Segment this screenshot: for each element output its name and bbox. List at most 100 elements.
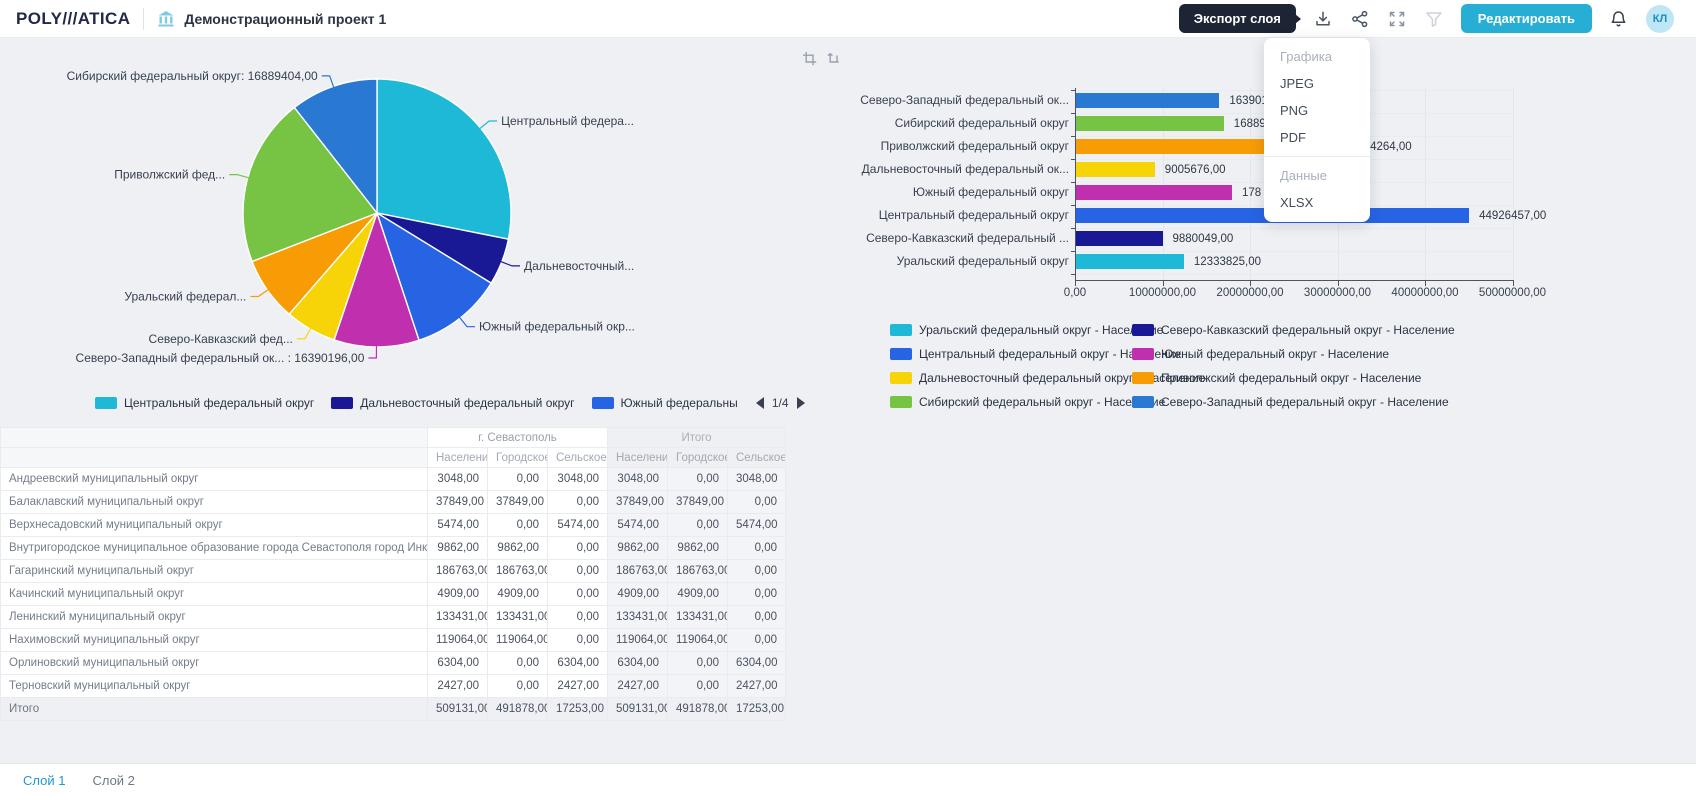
menu-divider bbox=[1264, 156, 1370, 157]
edit-button[interactable]: Редактировать bbox=[1460, 4, 1592, 33]
crop-zoom-icon[interactable] bbox=[802, 51, 817, 71]
tab-layer-2[interactable]: Слой 2 bbox=[92, 772, 135, 788]
cell-value: 509131,00 bbox=[607, 697, 668, 721]
bar[interactable] bbox=[1076, 162, 1155, 177]
legend-page-indicator: 1/4 bbox=[771, 396, 789, 410]
tab-layer-1[interactable]: Слой 1 bbox=[23, 772, 66, 788]
table-row[interactable]: Верхнесадовский муниципальный округ 5474,… bbox=[0, 513, 787, 537]
pie-legend-pager: 1/4 bbox=[755, 396, 805, 410]
cell-value: 491878,00 bbox=[487, 697, 548, 721]
table-row[interactable]: Ленинский муниципальный округ 133431,00 13… bbox=[0, 605, 787, 629]
table-row[interactable]: Качинский муниципальный округ 4909,00 4909… bbox=[0, 582, 787, 606]
bar-legend-item[interactable]: Приволжский федеральный округ - Населени… bbox=[1132, 371, 1455, 385]
table-row[interactable]: Терновский муниципальный округ 2427,00 0,0… bbox=[0, 674, 787, 698]
layer-tabs: Слой 1 Слой 2 bbox=[0, 763, 1696, 796]
cell-value: 6304,00 bbox=[726, 651, 787, 675]
row-name: Андреевский муниципальный округ bbox=[0, 467, 428, 491]
bar-category-label: Дальневосточный федеральный ок... bbox=[861, 162, 1069, 176]
menu-item-jpeg[interactable]: JPEG bbox=[1280, 76, 1314, 91]
table-row[interactable]: Нахимовский муниципальный округ 119064,00… bbox=[0, 628, 787, 652]
bar-category-label: Северо-Западный федеральный ок... bbox=[860, 93, 1069, 107]
bar[interactable] bbox=[1076, 93, 1220, 108]
share-icon[interactable] bbox=[1350, 9, 1370, 29]
bar-category-label: Приволжский федеральный округ bbox=[880, 139, 1069, 153]
bar-legend-item[interactable]: Центральный федеральный округ - Населени… bbox=[890, 347, 1181, 361]
cell-value: 2427,00 bbox=[547, 674, 608, 698]
y-axis-tick bbox=[1071, 90, 1075, 91]
y-axis-tick bbox=[1071, 182, 1075, 183]
cell-value: 2427,00 bbox=[607, 674, 668, 698]
legend-prev-icon[interactable] bbox=[755, 397, 764, 409]
x-axis-tick bbox=[1512, 281, 1514, 286]
group-header-total: Итого bbox=[606, 427, 787, 448]
column-header: Городское bbox=[667, 447, 728, 468]
topbar-actions: Экспорт слоя Редактировать КЛ bbox=[1178, 4, 1674, 33]
table-row[interactable]: Орлиновский муниципальный округ 6304,00 0,… bbox=[0, 651, 787, 675]
legend-next-icon[interactable] bbox=[796, 397, 805, 409]
bar-legend-item[interactable]: Южный федеральный округ - Население bbox=[1132, 347, 1455, 361]
table-row[interactable]: Андреевский муниципальный округ 3048,00 0,… bbox=[0, 467, 787, 491]
cell-value: 0,00 bbox=[547, 536, 608, 560]
pie-legend-item[interactable]: Южный федеральны bbox=[591, 396, 738, 410]
table-total-row[interactable]: Итого 509131,00 491878,00 17253,00 509131,00… bbox=[0, 697, 787, 721]
y-axis-tick bbox=[1071, 136, 1075, 137]
fullscreen-icon[interactable] bbox=[1387, 9, 1407, 29]
pie-callout-label: Уральский федерал... bbox=[124, 290, 246, 304]
cell-value: 9862,00 bbox=[427, 536, 488, 560]
bar[interactable] bbox=[1076, 254, 1184, 269]
cell-value: 3048,00 bbox=[726, 467, 787, 491]
bar-legend-item[interactable]: Дальневосточный федеральный округ - Насе… bbox=[890, 371, 1205, 385]
x-gridline bbox=[1250, 88, 1251, 280]
x-tick-label: 0,00 bbox=[1063, 287, 1087, 299]
x-axis-tick bbox=[1250, 281, 1251, 286]
legend-swatch bbox=[591, 397, 614, 409]
cell-value: 6304,00 bbox=[427, 651, 488, 675]
bar-category-label: Уральский федеральный округ bbox=[896, 254, 1069, 268]
avatar[interactable]: КЛ bbox=[1646, 4, 1674, 33]
cell-value: 5474,00 bbox=[547, 513, 608, 537]
cell-value: 119064,00 bbox=[607, 628, 668, 652]
bar-legend-item[interactable]: Северо-Западный федеральный округ - Насе… bbox=[1132, 395, 1455, 409]
table-row[interactable]: Гагаринский муниципальный округ 186763,00… bbox=[0, 559, 787, 583]
y-axis-tick bbox=[1071, 113, 1075, 114]
polymatica-logo: POLY///ATICA bbox=[16, 8, 131, 28]
bar[interactable] bbox=[1076, 185, 1232, 200]
bell-icon[interactable] bbox=[1609, 9, 1629, 29]
table-row[interactable]: Внутригородское муниципальное образовани… bbox=[0, 536, 787, 560]
legend-swatch bbox=[331, 397, 354, 409]
cell-value: 17253,00 bbox=[726, 697, 787, 721]
menu-item-png[interactable]: PNG bbox=[1280, 103, 1309, 118]
legend-label: Дальневосточный федеральный округ bbox=[360, 396, 575, 410]
bar[interactable] bbox=[1076, 231, 1163, 246]
cell-value: 4909,00 bbox=[667, 582, 728, 606]
pie-legend-item[interactable]: Дальневосточный федеральный округ bbox=[331, 396, 575, 410]
cell-value: 5474,00 bbox=[427, 513, 488, 537]
cell-value: 186763,00 bbox=[427, 559, 488, 583]
table-row[interactable]: Балаклавский муниципальный округ 37849,00… bbox=[0, 490, 787, 514]
download-icon[interactable] bbox=[1313, 9, 1333, 29]
crop-reset-icon[interactable] bbox=[826, 51, 841, 71]
legend-swatch bbox=[95, 397, 117, 409]
legend-swatch bbox=[1132, 324, 1154, 336]
pie-legend-item[interactable]: Центральный федеральный округ bbox=[95, 396, 314, 410]
menu-item-pdf[interactable]: PDF bbox=[1280, 130, 1306, 145]
x-gridline bbox=[1162, 88, 1164, 280]
bar-legend-item[interactable]: Уральский федеральный округ - Население bbox=[890, 323, 1163, 337]
menu-item-xlsx[interactable]: XLSX bbox=[1280, 195, 1314, 210]
cell-value: 17253,00 bbox=[547, 697, 608, 721]
bar-legend-item[interactable]: Сибирский федеральный округ - Население bbox=[890, 395, 1165, 409]
pie-slice[interactable] bbox=[376, 78, 512, 241]
x-axis-tick bbox=[1425, 281, 1426, 286]
bar-chart-widget: Северо-Западный федеральный ок... Сибирск… bbox=[790, 38, 1696, 458]
x-tick-label: 10000000,00 bbox=[1128, 287, 1197, 299]
pivot-table-widget: г. Севастополь ИтогоНаселениеГородскоеСе… bbox=[0, 427, 787, 721]
column-header-empty bbox=[0, 447, 428, 468]
pie-legend: Центральный федеральный округ Дальневосто… bbox=[95, 396, 805, 410]
table-column-header-row: НаселениеГородскоеСельскоеНаселениеГород… bbox=[0, 447, 787, 468]
cell-value: 5474,00 bbox=[726, 513, 787, 537]
bar-legend-item[interactable]: Северо-Кавказский федеральный округ - На… bbox=[1132, 323, 1455, 337]
cell-value: 0,00 bbox=[667, 674, 728, 698]
bar[interactable] bbox=[1076, 116, 1224, 131]
pie-callout-label: Центральный федера... bbox=[501, 114, 634, 128]
